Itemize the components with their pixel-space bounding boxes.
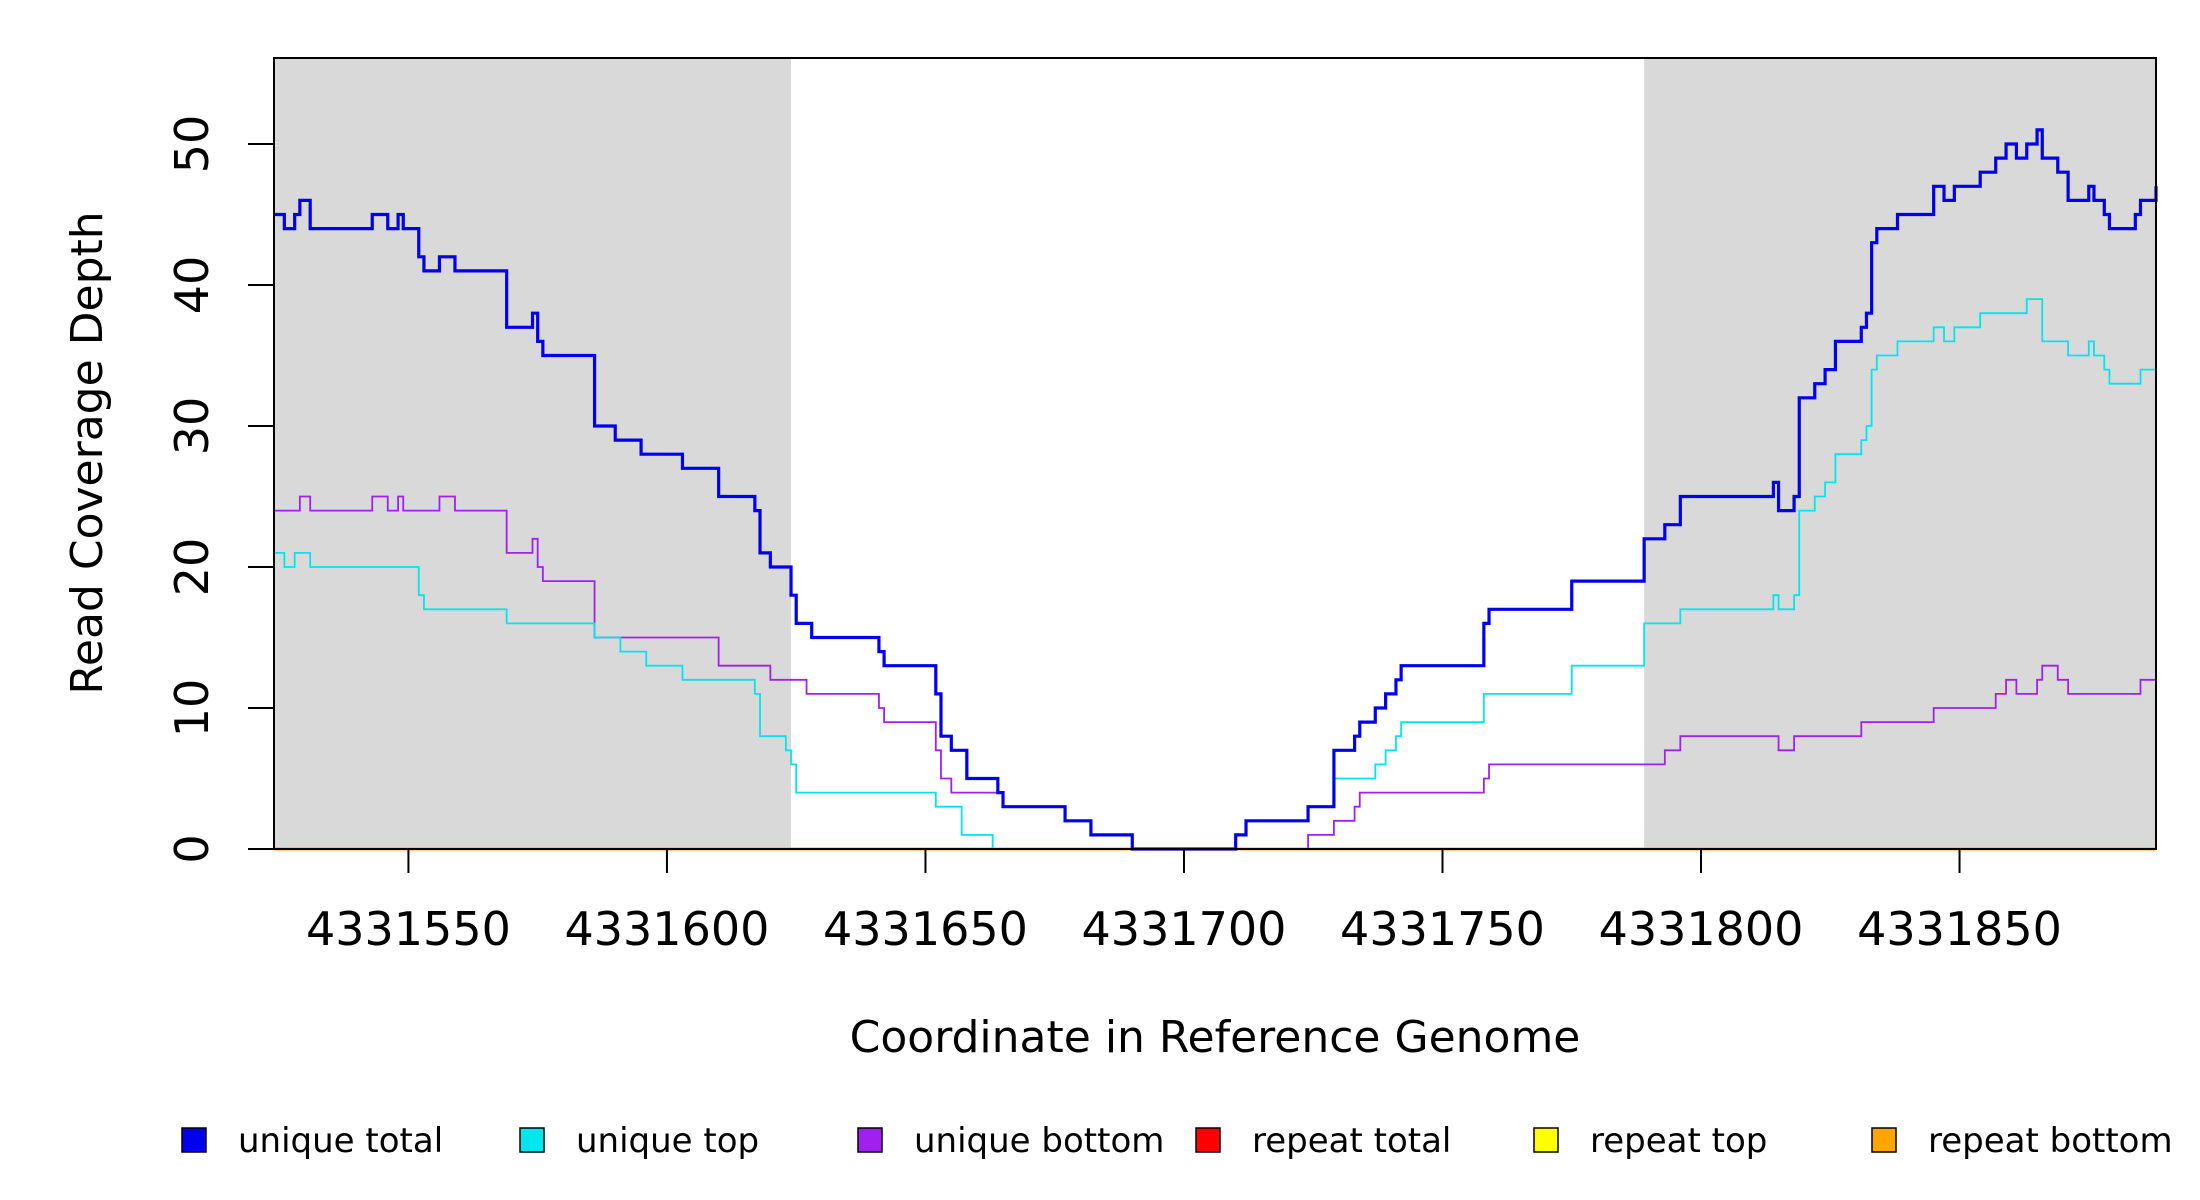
y-tick-label: 30 <box>165 397 219 456</box>
legend: unique total unique top unique bottom repea… <box>181 1121 2173 1161</box>
x-axis-title: Coordinate in Reference Genome <box>850 1012 1581 1063</box>
y-tick-label: 0 <box>165 834 219 863</box>
x-tick-label: 4331650 <box>823 902 1028 956</box>
x-tick-label: 4331550 <box>306 902 511 956</box>
legend-label: repeat bottom <box>1928 1121 2173 1161</box>
legend-label: unique bottom <box>914 1121 1164 1161</box>
legend-label: repeat top <box>1590 1121 1767 1161</box>
x-tick-label: 4331800 <box>1599 902 1804 956</box>
y-tick-label: 20 <box>165 538 219 597</box>
series-unique-total <box>274 128 2158 851</box>
shaded-regions <box>274 58 2156 849</box>
x-tick-label: 4331600 <box>565 902 770 956</box>
shaded-region-2 <box>1644 58 2156 849</box>
y-axis: 0 10 20 30 40 50 <box>165 115 275 864</box>
legend-swatch <box>857 1127 883 1153</box>
legend-label: repeat total <box>1252 1121 1451 1161</box>
y-tick-label: 10 <box>165 679 219 738</box>
legend-swatch <box>519 1127 545 1153</box>
y-tick-label: 50 <box>165 115 219 174</box>
legend-swatch <box>1533 1127 1559 1153</box>
legend-swatch <box>1195 1127 1221 1153</box>
series-unique-top <box>274 298 2157 850</box>
legend-label: unique top <box>576 1121 759 1161</box>
x-tick-label: 4331700 <box>1082 902 1287 956</box>
x-tick-label: 4331850 <box>1857 902 2062 956</box>
legend-label: unique total <box>238 1121 443 1161</box>
x-axis: 4331550 4331600 4331650 4331700 4331750 43318… <box>306 848 2062 956</box>
legend-swatch <box>181 1127 207 1153</box>
x-tick-label: 4331750 <box>1340 902 1545 956</box>
legend-swatch <box>1871 1127 1897 1153</box>
shaded-region-1 <box>274 58 792 849</box>
y-tick-label: 40 <box>165 256 219 315</box>
y-axis-title: Read Coverage Depth <box>62 211 113 694</box>
